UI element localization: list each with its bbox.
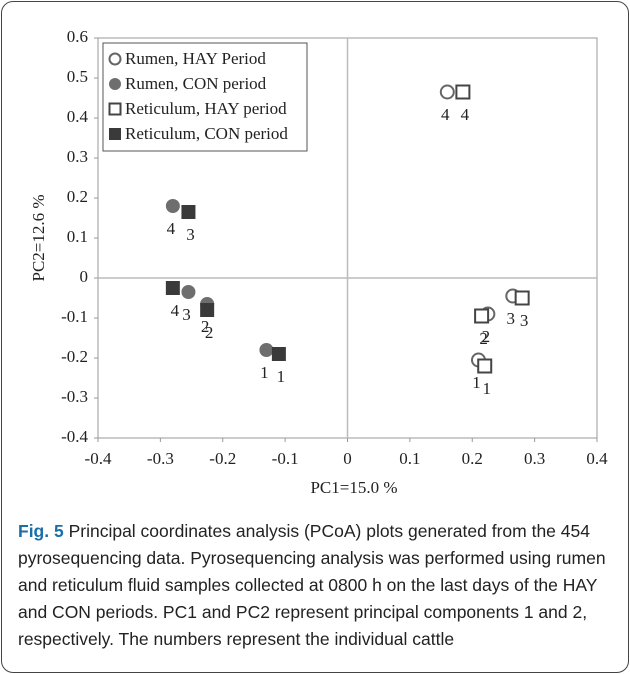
point-label: 4 — [171, 301, 180, 320]
legend-label: Rumen, HAY Period — [125, 49, 266, 68]
point-label: 2 — [205, 323, 214, 342]
legend-label: Reticulum, CON period — [125, 124, 288, 143]
legend-marker — [109, 78, 121, 90]
x-tick-label: -0.4 — [85, 449, 112, 468]
x-tick-label: 0 — [343, 449, 352, 468]
point — [271, 347, 286, 361]
point-label: 1 — [472, 373, 481, 392]
legend-marker — [109, 128, 121, 140]
point-label: 1 — [277, 367, 286, 386]
point — [514, 290, 530, 306]
legend-label: Rumen, CON period — [125, 74, 267, 93]
x-tick-label: 0.1 — [399, 449, 420, 468]
y-tick-label: 0.1 — [67, 227, 88, 246]
point-label: 2 — [482, 327, 491, 346]
chart: PC1=15.0 % PC2=12.6 % -0.4 -0.3 -0.2 -0.1 0 0… — [29, 27, 608, 497]
point — [259, 343, 274, 357]
point — [165, 281, 180, 295]
point-label: 3 — [182, 305, 191, 324]
y-axis-label: PC2=12.6 % — [29, 194, 48, 281]
point-label: 2 — [479, 329, 488, 348]
y-tick-label: 0.3 — [67, 147, 88, 166]
x-tick-label: 0.3 — [524, 449, 545, 468]
x-tick-label: -0.1 — [272, 449, 299, 468]
caption: Fig. 5 Principal coordinates analysis (P… — [18, 518, 618, 653]
caption-label: Fig. 5 — [18, 521, 64, 541]
legend-marker — [108, 52, 122, 66]
y-tick-label: -0.4 — [61, 427, 88, 446]
point — [165, 199, 180, 213]
x-tick-label: 0.2 — [462, 449, 483, 468]
x-axis-label: PC1=15.0 % — [310, 478, 397, 497]
y-tick-label: 0.6 — [67, 27, 88, 46]
point-label: 3 — [520, 311, 529, 330]
point — [455, 84, 471, 100]
legend-label: Reticulum, HAY period — [125, 99, 287, 118]
point-label: 1 — [260, 363, 269, 382]
x-tick-label: 0.4 — [586, 449, 608, 468]
y-tick-label: 0 — [80, 267, 89, 286]
x-tick-label: -0.2 — [209, 449, 236, 468]
point — [474, 308, 490, 324]
point — [181, 205, 196, 219]
point — [181, 285, 196, 299]
y-tick-label: -0.2 — [61, 347, 88, 366]
point — [477, 358, 493, 374]
y-tick-label: -0.1 — [61, 307, 88, 326]
point-label: 3 — [186, 225, 195, 244]
point — [439, 84, 455, 100]
point-label: 3 — [507, 309, 516, 328]
caption-text: Principal coordinates analysis (PCoA) pl… — [18, 521, 606, 649]
point-label: 1 — [482, 379, 491, 398]
point — [200, 303, 215, 317]
legend-marker — [108, 102, 122, 116]
point-label: 2 — [201, 317, 210, 336]
y-tick-label: 0.2 — [67, 187, 88, 206]
y-tick-label: 0.4 — [67, 107, 89, 126]
y-tick-label: 0.5 — [67, 67, 88, 86]
point-label: 4 — [167, 219, 176, 238]
point-label: 4 — [461, 105, 470, 124]
y-tick-label: -0.3 — [61, 387, 88, 406]
legend-box — [102, 42, 308, 152]
x-tick-label: -0.3 — [147, 449, 174, 468]
point-label: 4 — [441, 105, 450, 124]
